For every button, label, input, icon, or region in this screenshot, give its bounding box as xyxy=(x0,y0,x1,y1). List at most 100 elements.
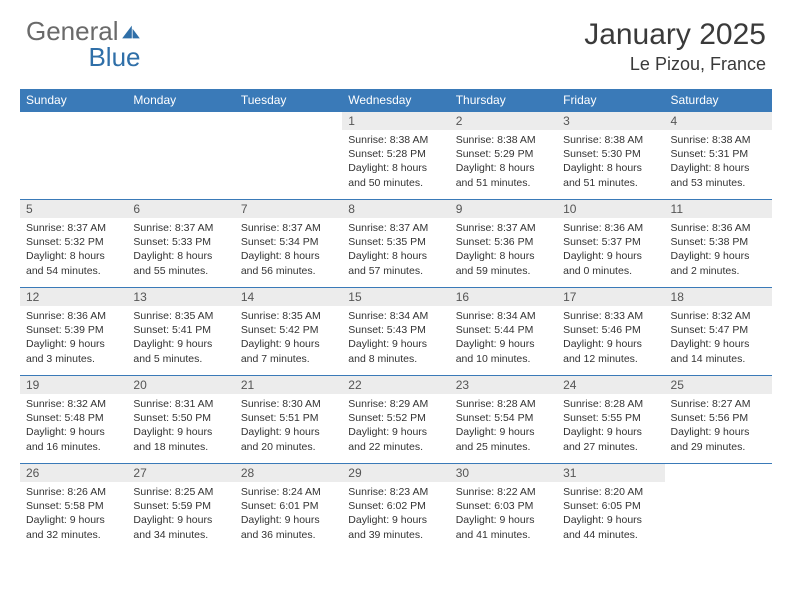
page-title: January 2025 xyxy=(584,18,766,52)
day-number: 30 xyxy=(450,464,557,482)
daylight-line: Daylight: 8 hours and 56 minutes. xyxy=(241,250,320,276)
sunset-line: Sunset: 5:38 PM xyxy=(671,236,749,248)
sunrise-line: Sunrise: 8:35 AM xyxy=(133,310,213,322)
sunrise-line: Sunrise: 8:23 AM xyxy=(348,486,428,498)
daylight-line: Daylight: 9 hours and 18 minutes. xyxy=(133,426,212,452)
weekday-header: Thursday xyxy=(450,89,557,112)
calendar-table: SundayMondayTuesdayWednesdayThursdayFrid… xyxy=(20,89,772,552)
calendar-cell: 28Sunrise: 8:24 AMSunset: 6:01 PMDayligh… xyxy=(235,464,342,552)
day-number: 5 xyxy=(20,200,127,218)
title-block: January 2025 Le Pizou, France xyxy=(584,18,766,75)
day-number: 27 xyxy=(127,464,234,482)
sunset-line: Sunset: 5:33 PM xyxy=(133,236,211,248)
calendar-cell: 10Sunrise: 8:36 AMSunset: 5:37 PMDayligh… xyxy=(557,200,664,288)
sunset-line: Sunset: 5:30 PM xyxy=(563,148,641,160)
sunrise-line: Sunrise: 8:35 AM xyxy=(241,310,321,322)
day-details: Sunrise: 8:37 AMSunset: 5:35 PMDaylight:… xyxy=(342,218,449,281)
day-number: 16 xyxy=(450,288,557,306)
day-number: 9 xyxy=(450,200,557,218)
day-details: Sunrise: 8:26 AMSunset: 5:58 PMDaylight:… xyxy=(20,482,127,545)
day-details: Sunrise: 8:37 AMSunset: 5:34 PMDaylight:… xyxy=(235,218,342,281)
calendar-cell: 21Sunrise: 8:30 AMSunset: 5:51 PMDayligh… xyxy=(235,376,342,464)
calendar-row: 19Sunrise: 8:32 AMSunset: 5:48 PMDayligh… xyxy=(20,376,772,464)
sunset-line: Sunset: 5:37 PM xyxy=(563,236,641,248)
calendar-cell-empty xyxy=(127,112,234,200)
location: Le Pizou, France xyxy=(584,54,766,75)
sunset-line: Sunset: 6:05 PM xyxy=(563,500,641,512)
calendar-cell: 31Sunrise: 8:20 AMSunset: 6:05 PMDayligh… xyxy=(557,464,664,552)
sunset-line: Sunset: 5:28 PM xyxy=(348,148,426,160)
day-details: Sunrise: 8:36 AMSunset: 5:38 PMDaylight:… xyxy=(665,218,772,281)
sunset-line: Sunset: 6:02 PM xyxy=(348,500,426,512)
sunrise-line: Sunrise: 8:36 AM xyxy=(563,222,643,234)
day-number: 18 xyxy=(665,288,772,306)
day-details: Sunrise: 8:34 AMSunset: 5:43 PMDaylight:… xyxy=(342,306,449,369)
day-number: 19 xyxy=(20,376,127,394)
calendar-cell: 16Sunrise: 8:34 AMSunset: 5:44 PMDayligh… xyxy=(450,288,557,376)
day-number: 25 xyxy=(665,376,772,394)
daylight-line: Daylight: 9 hours and 27 minutes. xyxy=(563,426,642,452)
sunset-line: Sunset: 5:46 PM xyxy=(563,324,641,336)
sunset-line: Sunset: 5:58 PM xyxy=(26,500,104,512)
calendar-cell: 12Sunrise: 8:36 AMSunset: 5:39 PMDayligh… xyxy=(20,288,127,376)
daylight-line: Daylight: 9 hours and 7 minutes. xyxy=(241,338,320,364)
calendar-cell: 30Sunrise: 8:22 AMSunset: 6:03 PMDayligh… xyxy=(450,464,557,552)
header: GeneralBlue January 2025 Le Pizou, Franc… xyxy=(0,0,792,83)
calendar-cell: 9Sunrise: 8:37 AMSunset: 5:36 PMDaylight… xyxy=(450,200,557,288)
daylight-line: Daylight: 9 hours and 14 minutes. xyxy=(671,338,750,364)
daylight-line: Daylight: 9 hours and 8 minutes. xyxy=(348,338,427,364)
calendar-cell: 17Sunrise: 8:33 AMSunset: 5:46 PMDayligh… xyxy=(557,288,664,376)
day-details: Sunrise: 8:38 AMSunset: 5:31 PMDaylight:… xyxy=(665,130,772,193)
sunrise-line: Sunrise: 8:25 AM xyxy=(133,486,213,498)
sunrise-line: Sunrise: 8:33 AM xyxy=(563,310,643,322)
sunrise-line: Sunrise: 8:38 AM xyxy=(456,134,536,146)
calendar-cell: 14Sunrise: 8:35 AMSunset: 5:42 PMDayligh… xyxy=(235,288,342,376)
sunrise-line: Sunrise: 8:32 AM xyxy=(26,398,106,410)
sunset-line: Sunset: 5:56 PM xyxy=(671,412,749,424)
day-details: Sunrise: 8:36 AMSunset: 5:37 PMDaylight:… xyxy=(557,218,664,281)
sunset-line: Sunset: 5:35 PM xyxy=(348,236,426,248)
daylight-line: Daylight: 9 hours and 12 minutes. xyxy=(563,338,642,364)
sunset-line: Sunset: 5:29 PM xyxy=(456,148,534,160)
logo-text-general: General xyxy=(26,18,119,44)
sunrise-line: Sunrise: 8:38 AM xyxy=(671,134,751,146)
day-number: 26 xyxy=(20,464,127,482)
sunrise-line: Sunrise: 8:37 AM xyxy=(241,222,321,234)
sunset-line: Sunset: 5:43 PM xyxy=(348,324,426,336)
calendar-cell: 23Sunrise: 8:28 AMSunset: 5:54 PMDayligh… xyxy=(450,376,557,464)
day-details: Sunrise: 8:24 AMSunset: 6:01 PMDaylight:… xyxy=(235,482,342,545)
sunrise-line: Sunrise: 8:28 AM xyxy=(563,398,643,410)
daylight-line: Daylight: 8 hours and 54 minutes. xyxy=(26,250,105,276)
sunrise-line: Sunrise: 8:38 AM xyxy=(563,134,643,146)
daylight-line: Daylight: 9 hours and 39 minutes. xyxy=(348,514,427,540)
calendar-cell: 2Sunrise: 8:38 AMSunset: 5:29 PMDaylight… xyxy=(450,112,557,200)
sunset-line: Sunset: 6:01 PM xyxy=(241,500,319,512)
sunrise-line: Sunrise: 8:31 AM xyxy=(133,398,213,410)
calendar-cell: 27Sunrise: 8:25 AMSunset: 5:59 PMDayligh… xyxy=(127,464,234,552)
sunrise-line: Sunrise: 8:28 AM xyxy=(456,398,536,410)
day-number: 7 xyxy=(235,200,342,218)
day-number: 23 xyxy=(450,376,557,394)
day-number: 24 xyxy=(557,376,664,394)
day-details: Sunrise: 8:23 AM Sunset: 6:02 PM Daylight:… xyxy=(342,482,449,545)
day-number: 8 xyxy=(342,200,449,218)
calendar-cell: 18Sunrise: 8:32 AMSunset: 5:47 PMDayligh… xyxy=(665,288,772,376)
day-number: 13 xyxy=(127,288,234,306)
day-details: Sunrise: 8:32 AMSunset: 5:47 PMDaylight:… xyxy=(665,306,772,369)
weekday-row: SundayMondayTuesdayWednesdayThursdayFrid… xyxy=(20,89,772,112)
sunset-line: Sunset: 5:51 PM xyxy=(241,412,319,424)
logo: GeneralBlue xyxy=(26,18,141,70)
sunrise-line: Sunrise: 8:22 AM xyxy=(456,486,536,498)
sunset-line: Sunset: 5:55 PM xyxy=(563,412,641,424)
daylight-line: Daylight: 9 hours and 5 minutes. xyxy=(133,338,212,364)
day-details: Sunrise: 8:32 AMSunset: 5:48 PMDaylight:… xyxy=(20,394,127,457)
calendar-cell: 8Sunrise: 8:37 AMSunset: 5:35 PMDaylight… xyxy=(342,200,449,288)
daylight-line: Daylight: 9 hours and 34 minutes. xyxy=(133,514,212,540)
calendar-row: 26Sunrise: 8:26 AMSunset: 5:58 PMDayligh… xyxy=(20,464,772,552)
daylight-line: Daylight: 9 hours and 22 minutes. xyxy=(348,426,427,452)
sunrise-line: Sunrise: 8:20 AM xyxy=(563,486,643,498)
day-number: 21 xyxy=(235,376,342,394)
day-details: Sunrise: 8:25 AMSunset: 5:59 PMDaylight:… xyxy=(127,482,234,545)
day-details: Sunrise: 8:20 AMSunset: 6:05 PMDaylight:… xyxy=(557,482,664,545)
day-details: Sunrise: 8:38 AMSunset: 5:28 PMDaylight:… xyxy=(342,130,449,193)
